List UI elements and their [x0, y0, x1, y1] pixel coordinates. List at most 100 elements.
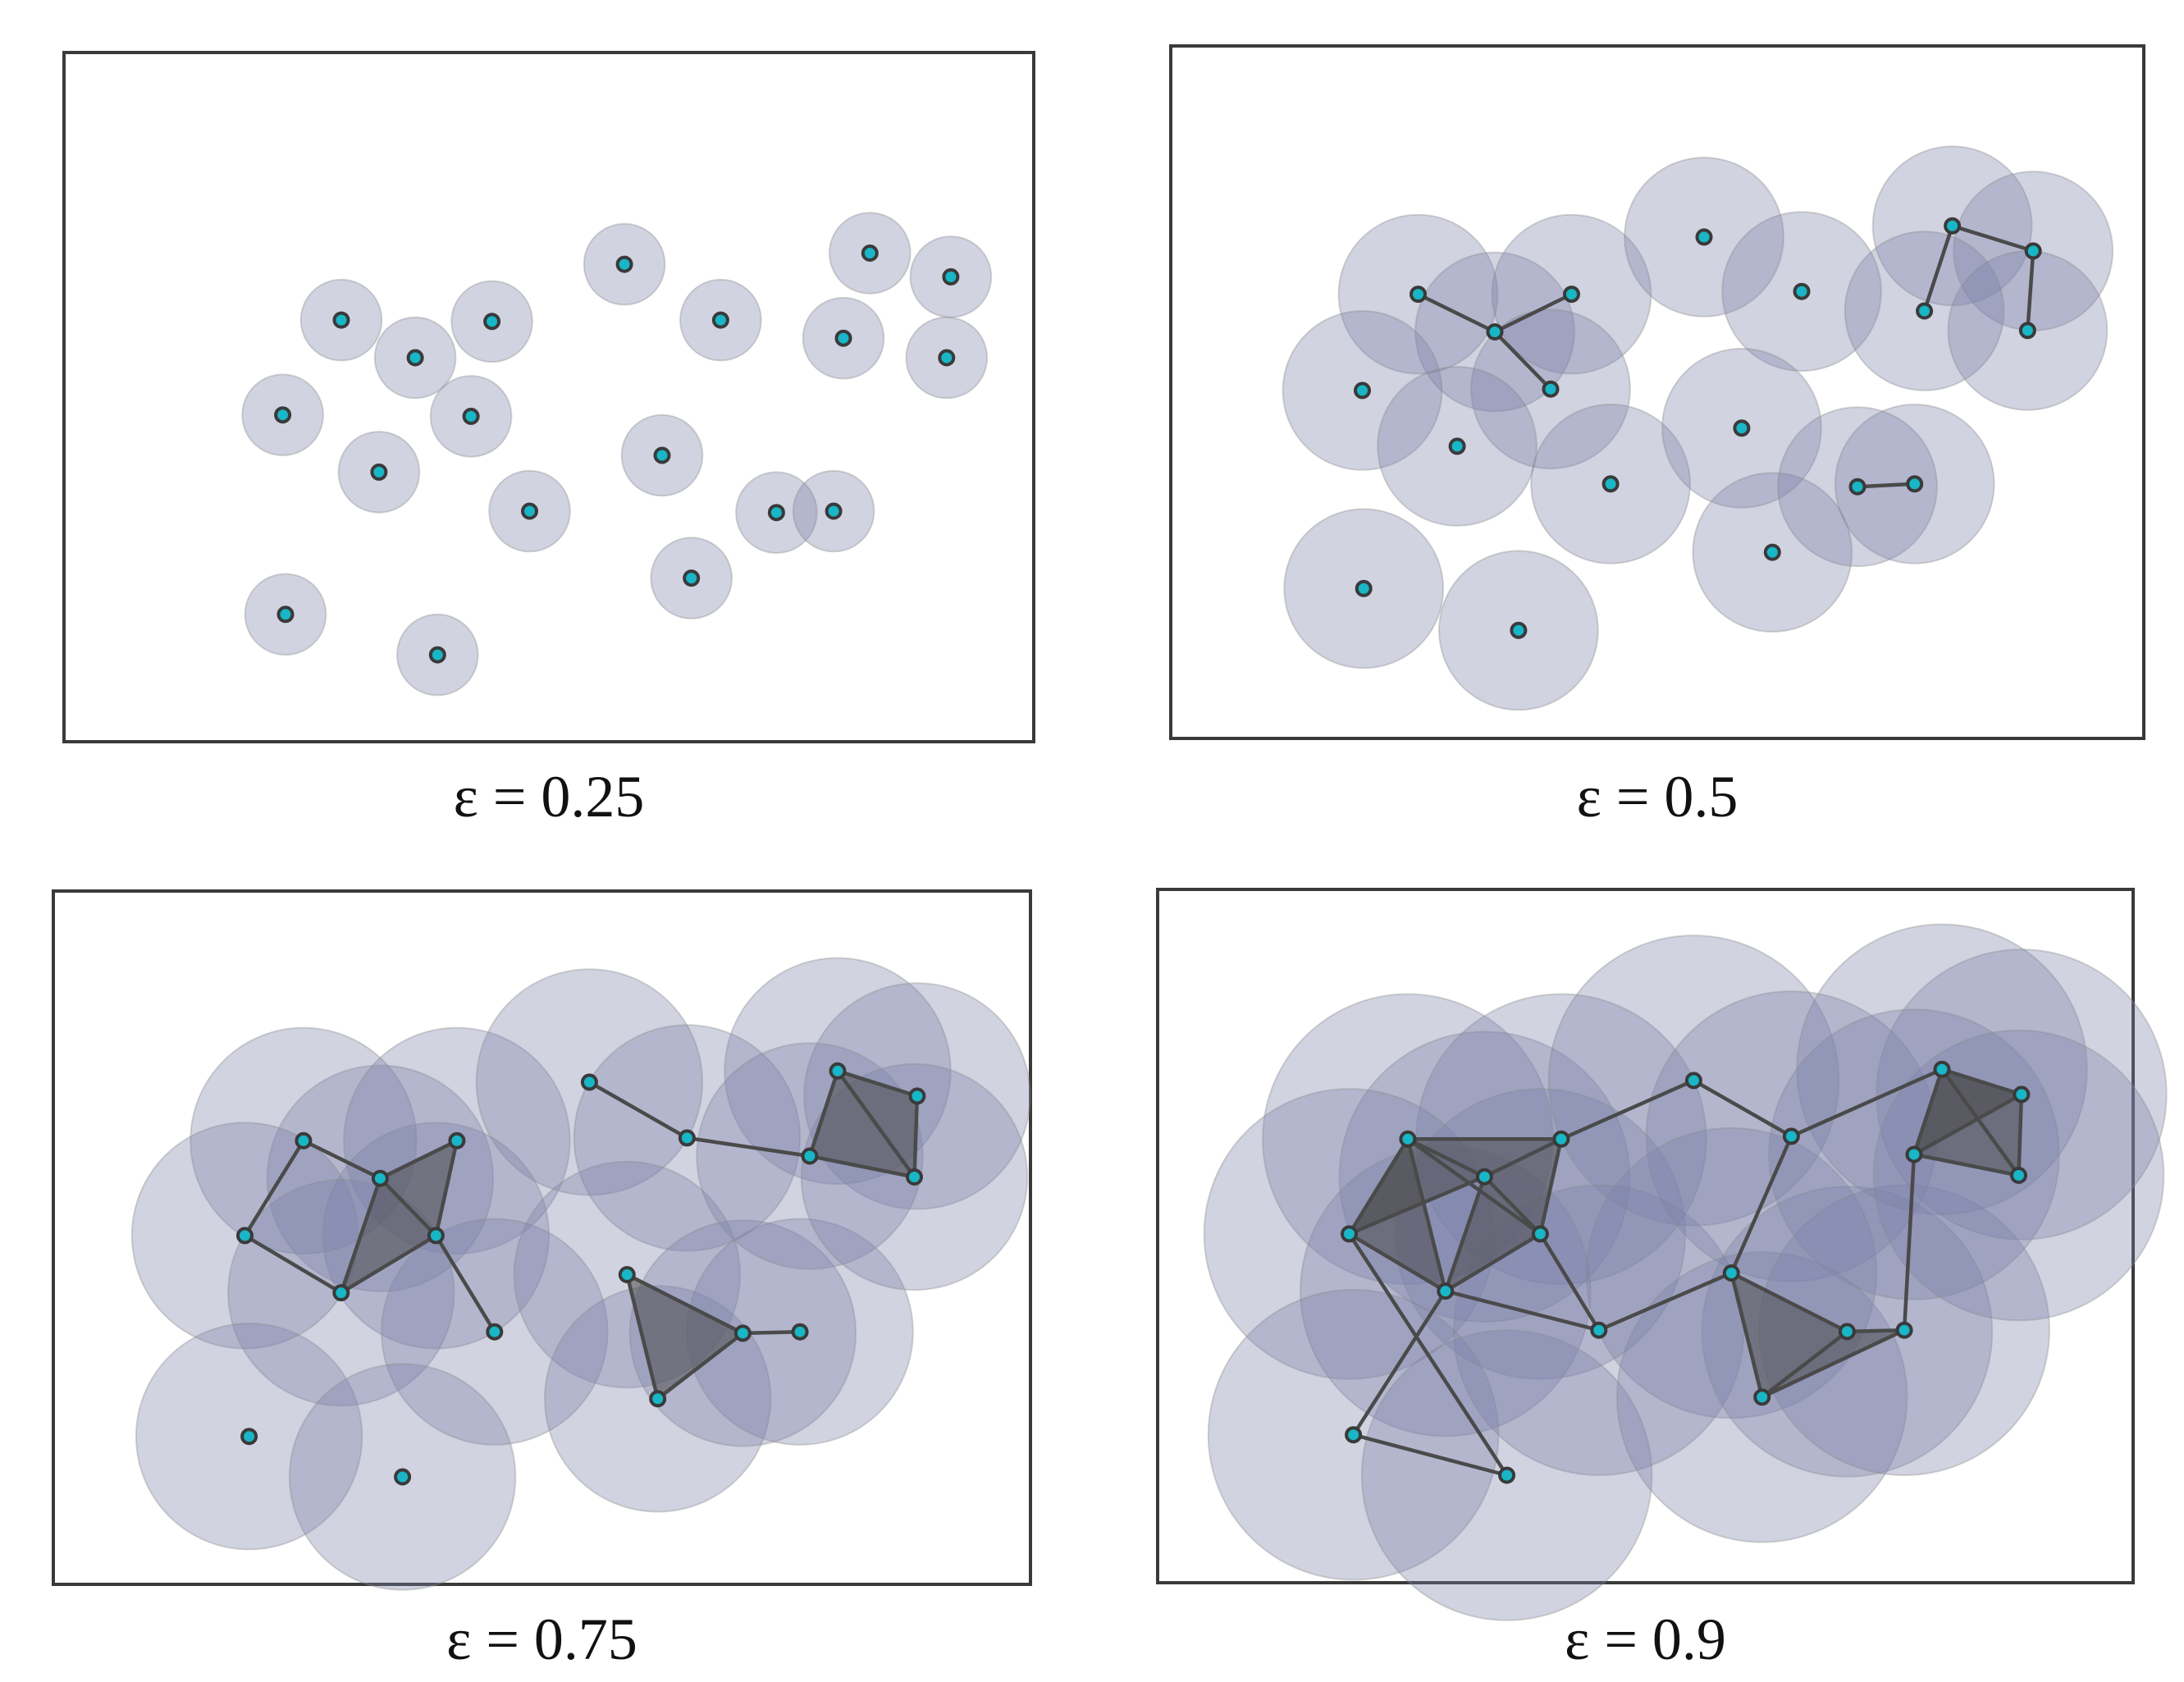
simplex-edge — [1405, 1137, 1448, 1293]
data-point — [1531, 1225, 1549, 1243]
simplex-edge — [656, 1331, 745, 1401]
data-point — [1782, 1127, 1800, 1145]
data-point — [1552, 1130, 1570, 1148]
simplex-edge — [1483, 1174, 1542, 1236]
panel-epsilon-09 — [1156, 888, 2168, 1621]
data-point — [678, 1129, 696, 1147]
vietoris-rips-diagram — [1156, 888, 2168, 1621]
data-point — [1793, 282, 1811, 300]
simplex-edge — [835, 1069, 920, 1099]
data-point — [733, 1324, 752, 1342]
panel-epsilon-05 — [1169, 44, 2145, 740]
simplex-edge — [339, 1176, 382, 1295]
simplex-edge — [741, 1329, 802, 1336]
data-point — [2010, 1167, 2027, 1184]
simplex-edge — [1950, 224, 2036, 254]
data-point — [1906, 475, 1924, 493]
data-point — [1933, 1060, 1951, 1078]
data-point — [521, 502, 538, 520]
vietoris-rips-diagram — [52, 889, 1032, 1591]
data-point — [1722, 1264, 1740, 1282]
simplex-edge — [1855, 482, 1917, 489]
simplex-edge — [835, 1069, 916, 1179]
data-point — [274, 406, 292, 424]
simplex-edge — [1492, 292, 1574, 334]
panel-frame — [62, 51, 1035, 743]
data-point — [1590, 1321, 1608, 1339]
simplex-edges — [1347, 1067, 2024, 1478]
data-point — [462, 407, 480, 425]
data-point — [825, 502, 843, 520]
simplex-edge — [378, 1139, 459, 1181]
data-point — [618, 1266, 636, 1283]
simplex-edge — [1351, 1289, 1448, 1437]
simplex-edge — [1729, 1271, 1764, 1400]
simplex-edges — [243, 1069, 920, 1401]
data-point — [1563, 286, 1580, 304]
simplex-edge — [1912, 1152, 2021, 1177]
simplex-edge — [912, 1094, 920, 1179]
data-point — [240, 1428, 258, 1446]
simplex-edge — [1443, 1232, 1542, 1293]
data-point — [580, 1073, 598, 1091]
simplex-edge — [1940, 1067, 2024, 1097]
data-point — [1763, 543, 1781, 561]
data-point — [1733, 419, 1751, 437]
data-point — [1345, 1426, 1363, 1444]
simplex-edge — [1443, 1289, 1601, 1332]
simplex-edge — [1416, 292, 1497, 334]
data-point — [295, 1131, 313, 1150]
simplex-edge — [1597, 1271, 1734, 1332]
data-point — [1895, 1321, 1913, 1339]
data-points — [1341, 1060, 2031, 1484]
panel-frame — [52, 889, 1032, 1586]
simplex-edge — [625, 1273, 745, 1336]
panel-frame — [1156, 888, 2135, 1584]
vietoris-rips-diagram — [62, 51, 1035, 743]
data-point — [942, 267, 960, 286]
data-point — [1510, 621, 1528, 639]
data-point — [861, 245, 879, 262]
data-point — [2018, 322, 2036, 340]
data-point — [394, 1468, 412, 1486]
simplex-edge — [1845, 1328, 1907, 1334]
data-point — [1753, 1388, 1771, 1406]
data-point — [1341, 1225, 1358, 1243]
data-point — [2013, 1086, 2031, 1104]
simplex-edges — [1416, 224, 2036, 489]
data-point — [370, 463, 388, 481]
data-point — [615, 255, 633, 273]
data-points — [274, 245, 960, 664]
data-points — [1354, 217, 2042, 639]
data-point — [1848, 478, 1866, 496]
data-point — [1916, 302, 1934, 320]
data-point — [906, 1168, 923, 1186]
data-point — [834, 329, 852, 347]
caption-epsilon-05: ε = 0.5 — [1576, 764, 1739, 830]
simplex-edge — [1912, 1092, 2024, 1157]
data-point — [276, 606, 295, 624]
simplex-edge — [1483, 1137, 1564, 1179]
data-point — [427, 1227, 445, 1245]
simplex-edge — [1405, 1137, 1487, 1179]
data-point — [1354, 382, 1371, 400]
simplex-edge — [1347, 1232, 1448, 1293]
caption-epsilon-025: ε = 0.25 — [453, 764, 645, 830]
data-point — [1838, 1323, 1856, 1341]
simplex-edge — [1922, 224, 1954, 313]
simplex-edge — [1538, 1137, 1564, 1236]
data-point — [371, 1169, 389, 1187]
simplex-edge — [1760, 1329, 1849, 1400]
simplex-edge — [1559, 1078, 1696, 1141]
simplex-edge — [1902, 1152, 1917, 1332]
data-point — [1355, 579, 1373, 597]
data-point — [1542, 380, 1560, 398]
simplex-edge — [1405, 1137, 1542, 1236]
simplex-edge — [1492, 330, 1553, 391]
simplex-edge — [339, 1233, 438, 1295]
data-point — [1498, 1466, 1516, 1484]
data-point — [428, 646, 446, 664]
simplex-edge — [1538, 1232, 1601, 1332]
simplex-edge — [2026, 249, 2036, 333]
simplex-edge — [434, 1139, 459, 1238]
